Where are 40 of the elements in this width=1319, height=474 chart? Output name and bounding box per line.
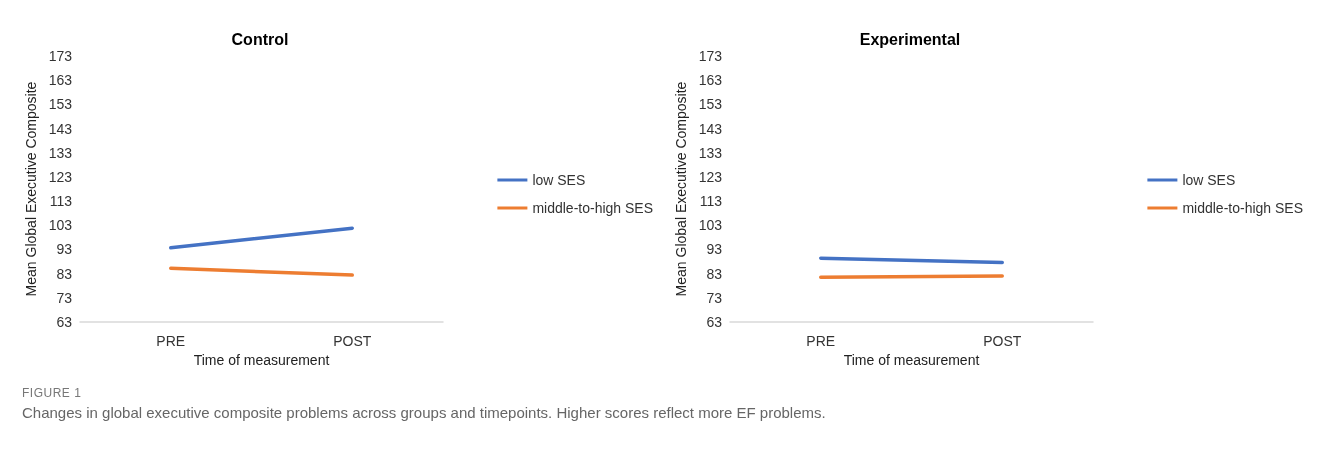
y-tick-label: 113 [49, 193, 73, 210]
chart-title: Control [231, 30, 289, 48]
caption: FIGURE 1 [22, 386, 83, 400]
y-tick-label: 143 [698, 120, 723, 137]
y-tick-label: 63 [706, 314, 723, 330]
y-tick-label: 133 [48, 144, 73, 161]
x-tick-label: PRE [156, 333, 186, 349]
x-axis-title: Time of measurement [193, 351, 330, 368]
text: Changes in global executive composite problems across groups and timepoints. Higher scores reflect more EF problems. [22, 404, 827, 421]
legend-label: middle-to-high SES [1182, 200, 1304, 216]
y-tick-label: 173 [48, 48, 73, 64]
y-tick-label: 83 [706, 265, 723, 282]
legend-label: middle-to-high SES [532, 200, 654, 216]
y-tick-label: 173 [698, 48, 723, 64]
x-tick-label: POST [983, 333, 1022, 349]
x-tick-label: POST [333, 333, 372, 349]
y-tick-label: 163 [698, 72, 723, 89]
y-tick-label: 103 [48, 217, 73, 234]
legend-label: low SES [1182, 172, 1236, 188]
y-tick-label: 163 [48, 72, 73, 89]
y-axis-title: Mean Global Executive Composite [672, 81, 689, 297]
chart-title: Experimental [859, 30, 961, 48]
y-tick-label: 93 [56, 241, 73, 258]
x-axis-title: Time of measurement [843, 351, 980, 368]
legend-label: low SES [532, 172, 586, 188]
y-tick-label: 83 [56, 265, 73, 282]
y-axis-title: Mean Global Executive Composite [22, 81, 39, 297]
y-tick-label: 73 [706, 289, 723, 306]
y-tick-label: 123 [698, 168, 723, 185]
y-tick-label: 133 [698, 144, 723, 161]
y-tick-label: 103 [698, 217, 723, 234]
y-tick-label: 123 [48, 168, 73, 185]
x-tick-label: PRE [806, 333, 836, 349]
y-tick-label: 143 [48, 120, 73, 137]
y-tick-label: 153 [48, 96, 73, 113]
y-tick-label: 93 [706, 241, 723, 258]
y-tick-label: 153 [698, 96, 723, 113]
y-tick-label: 63 [56, 314, 73, 330]
y-tick-label: 73 [56, 289, 73, 306]
y-tick-label: 113 [699, 193, 723, 210]
